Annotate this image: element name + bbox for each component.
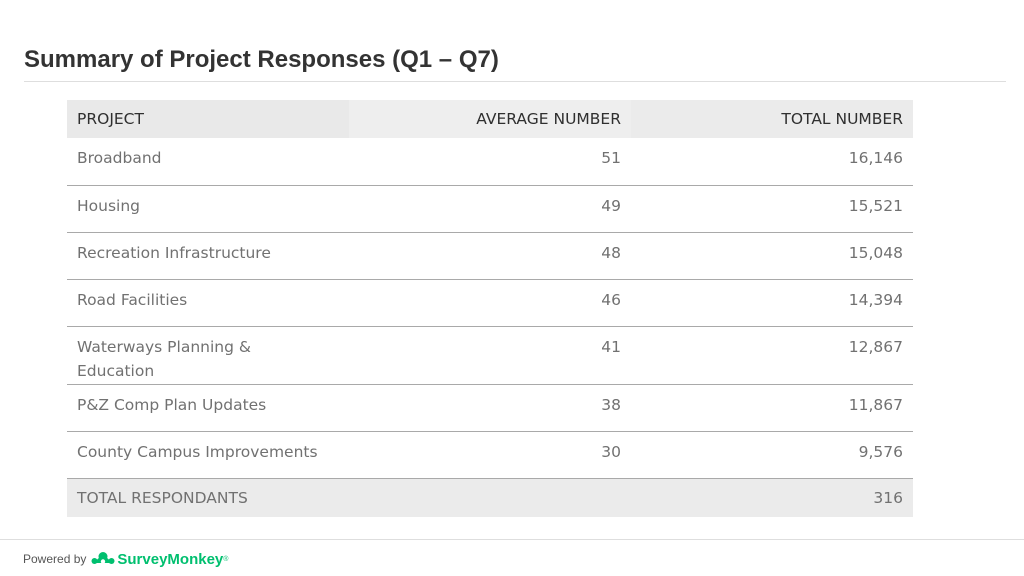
total-number-cell: 15,048 (631, 232, 913, 280)
trademark-symbol: ® (223, 555, 229, 563)
table-row: Housing 49 15,521 (67, 185, 913, 233)
powered-by-footer: Powered by SurveyMonkey ® (23, 548, 228, 570)
average-number-cell: 38 (349, 384, 631, 432)
project-name-cell: County Campus Improvements (67, 431, 349, 479)
average-number-cell: 30 (349, 431, 631, 479)
project-name-cell: Road Facilities (67, 279, 349, 327)
slide-title: Summary of Project Responses (Q1 – Q7) (24, 46, 499, 73)
title-divider (24, 81, 1006, 82)
project-name-cell: Waterways Planning & Education (67, 326, 349, 385)
total-number-cell: 12,867 (631, 326, 913, 385)
total-number-cell: 15,521 (631, 185, 913, 233)
table-row: P&Z Comp Plan Updates 38 11,867 (67, 384, 913, 432)
footer-divider (0, 539, 1024, 540)
average-number-cell: 51 (349, 138, 631, 186)
table-row: Broadband 51 16,146 (67, 138, 913, 186)
column-header-total-number: TOTAL NUMBER (631, 100, 913, 138)
table-footer-row: TOTAL RESPONDANTS 316 (67, 478, 913, 517)
project-name-cell: Housing (67, 185, 349, 233)
column-header-project: PROJECT (67, 100, 349, 138)
total-respondants-value: 316 (631, 478, 913, 517)
column-header-average-number: AVERAGE NUMBER (349, 100, 631, 138)
summary-table: PROJECT AVERAGE NUMBER TOTAL NUMBER Broa… (67, 100, 913, 517)
footer-average-cell (349, 478, 631, 517)
project-name-cell: P&Z Comp Plan Updates (67, 384, 349, 432)
average-number-cell: 41 (349, 326, 631, 385)
total-number-cell: 9,576 (631, 431, 913, 479)
project-name-cell: Recreation Infrastructure (67, 232, 349, 280)
table-row: Recreation Infrastructure 48 15,048 (67, 232, 913, 280)
table-row: Road Facilities 46 14,394 (67, 279, 913, 327)
average-number-cell: 48 (349, 232, 631, 280)
table-row: County Campus Improvements 30 9,576 (67, 431, 913, 479)
summary-table-container: PROJECT AVERAGE NUMBER TOTAL NUMBER Broa… (67, 100, 913, 517)
total-number-cell: 14,394 (631, 279, 913, 327)
total-respondants-label: TOTAL RESPONDANTS (67, 478, 349, 517)
total-number-cell: 11,867 (631, 384, 913, 432)
average-number-cell: 46 (349, 279, 631, 327)
table-header-row: PROJECT AVERAGE NUMBER TOTAL NUMBER (67, 100, 913, 138)
project-name-cell: Broadband (67, 138, 349, 186)
surveymonkey-logo-icon (91, 551, 115, 567)
average-number-cell: 49 (349, 185, 631, 233)
table-row: Waterways Planning & Education 41 12,867 (67, 326, 913, 385)
total-number-cell: 16,146 (631, 138, 913, 186)
powered-by-text: Powered by (23, 552, 87, 566)
surveymonkey-brand-name: SurveyMonkey (117, 550, 224, 568)
